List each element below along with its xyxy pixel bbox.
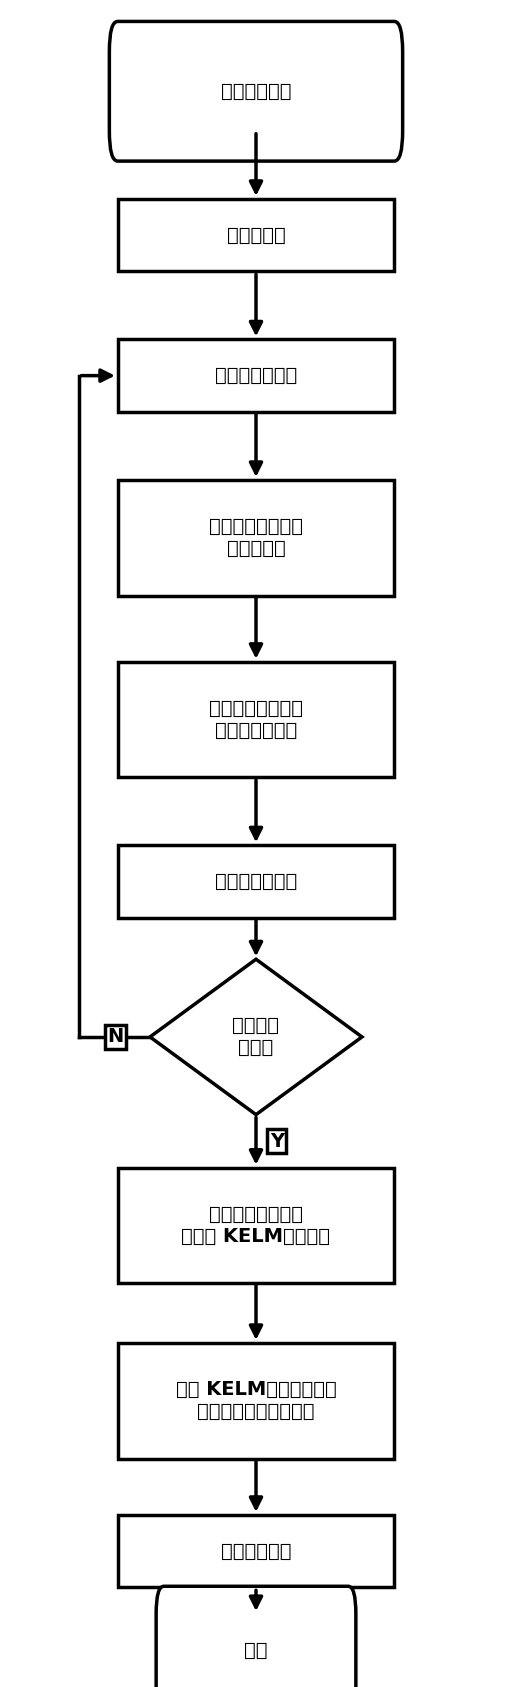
FancyBboxPatch shape [118,661,394,778]
Text: 计算粒子适应度: 计算粒子适应度 [215,366,297,385]
FancyBboxPatch shape [118,479,394,596]
Text: 结束: 结束 [244,1641,268,1660]
Polygon shape [150,960,362,1115]
FancyBboxPatch shape [118,1515,394,1587]
Text: 设置算法参数: 设置算法参数 [221,81,291,101]
FancyBboxPatch shape [118,1167,394,1284]
Text: N: N [108,1027,123,1046]
Text: 满足终止
条件？: 满足终止 条件？ [232,1017,280,1058]
FancyBboxPatch shape [110,22,402,160]
Text: 执行纵向交叉算子
后进入竞争算子: 执行纵向交叉算子 后进入竞争算子 [209,698,303,741]
Text: 使用 KELM预测模型进行
诊断，并评价诊断误差: 使用 KELM预测模型进行 诊断，并评价诊断误差 [176,1380,336,1420]
Text: Y: Y [270,1132,284,1151]
Text: 更新全局最优解: 更新全局最优解 [215,872,297,891]
FancyBboxPatch shape [118,199,394,272]
FancyBboxPatch shape [118,339,394,412]
Text: 执行横向交叉后进
入竞争算子: 执行横向交叉后进 入竞争算子 [209,518,303,558]
FancyBboxPatch shape [156,1586,356,1687]
Text: 初始化种群: 初始化种群 [227,226,285,245]
FancyBboxPatch shape [118,845,394,918]
FancyBboxPatch shape [118,1343,394,1459]
Text: 输出最优参数求解
并构建 KELM预测模型: 输出最优参数求解 并构建 KELM预测模型 [181,1205,331,1247]
Text: 输出诊断结果: 输出诊断结果 [221,1542,291,1560]
